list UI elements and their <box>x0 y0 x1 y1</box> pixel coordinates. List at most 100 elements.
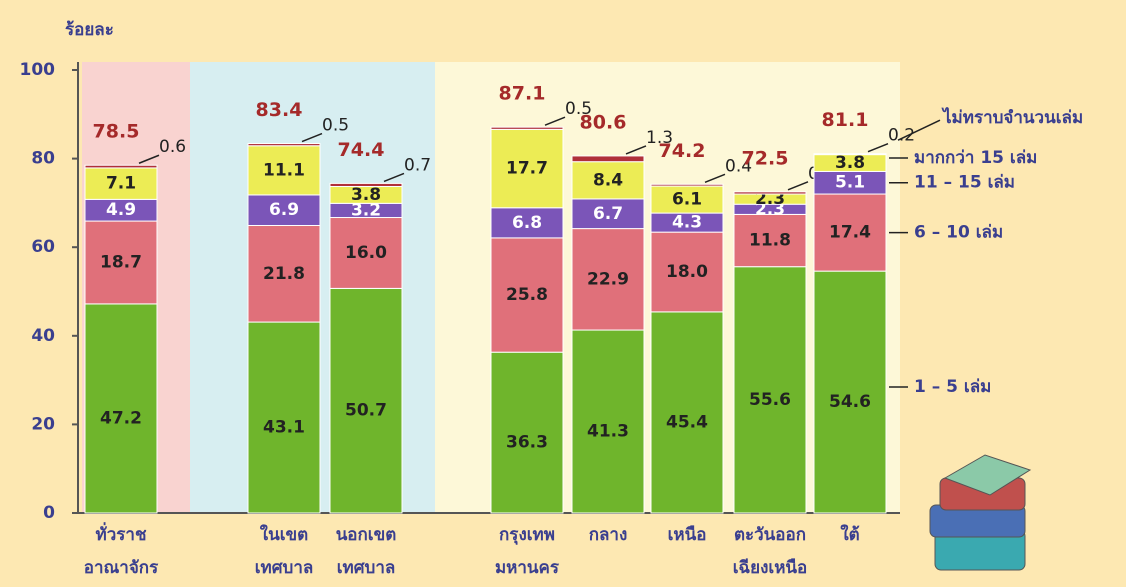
data-label: 41.3 <box>587 422 629 442</box>
total-label: 80.6 <box>580 111 627 133</box>
total-label: 83.4 <box>256 99 303 121</box>
leader <box>867 143 889 153</box>
bar-segment <box>733 191 807 195</box>
x-tick-label: เฉียงเหนือ <box>733 557 808 578</box>
legend-leader <box>897 119 941 141</box>
legend-label: 11 – 15 เล่ม <box>914 173 1015 193</box>
total-label: 72.5 <box>742 147 789 169</box>
bar-segment <box>813 153 887 156</box>
data-label: 43.1 <box>263 418 305 438</box>
legend-label: ไม่ทราบจำนวนเล่ม <box>941 107 1083 128</box>
data-label: 6.9 <box>269 200 299 220</box>
data-label: 4.3 <box>672 213 702 233</box>
bar-segment <box>650 231 724 313</box>
bar-segment <box>490 128 564 209</box>
bar-segment <box>813 270 887 514</box>
data-label: 4.9 <box>106 200 136 220</box>
x-tick-label: ทั่วราช <box>96 522 147 545</box>
data-label: 25.8 <box>506 285 548 305</box>
data-label: 17.4 <box>829 223 871 243</box>
x-tick-label: เทศบาล <box>255 558 314 578</box>
data-label: 50.7 <box>345 401 387 421</box>
y-tick-label: 20 <box>31 414 55 434</box>
data-label: 11.1 <box>263 160 305 180</box>
bar-segment <box>247 143 321 147</box>
bar-segment <box>84 220 158 305</box>
bar-segment <box>329 182 403 188</box>
data-label: 1.3 <box>646 128 673 148</box>
data-label: 3.8 <box>351 185 381 205</box>
leader <box>544 116 566 126</box>
books-icon <box>929 454 1032 571</box>
bar-segment <box>650 183 724 187</box>
x-tick-label: เทศบาล <box>337 558 396 578</box>
data-label: 0.2 <box>888 126 915 146</box>
data-label: 7.1 <box>106 174 136 194</box>
y-tick-label: 80 <box>31 149 55 169</box>
bar-segment <box>650 185 724 214</box>
data-label: 0.7 <box>404 155 431 175</box>
legend-label: มากกว่า 15 เล่ม <box>914 148 1037 168</box>
legend-label: 1 – 5 เล่ม <box>914 377 991 397</box>
data-label: 6.7 <box>593 204 623 224</box>
y-axis-label: ร้อยละ <box>65 20 114 40</box>
total-label: 78.5 <box>93 121 140 143</box>
data-label: 16.0 <box>345 243 387 263</box>
bar-segment <box>571 155 645 163</box>
bar-segment <box>490 207 564 239</box>
data-label: 17.7 <box>506 159 548 179</box>
x-tick-label: ตะวันออก <box>734 525 806 545</box>
data-label: 18.0 <box>666 262 708 282</box>
data-label: 55.6 <box>749 390 791 410</box>
data-label: 6.8 <box>512 213 542 233</box>
leader <box>787 181 809 191</box>
y-tick-label: 100 <box>20 60 56 80</box>
bar-segment <box>650 311 724 514</box>
data-label: 3.2 <box>351 200 381 220</box>
bar-segment <box>733 266 807 514</box>
x-tick-label: มหานคร <box>495 558 560 578</box>
total-label: 74.4 <box>338 139 385 161</box>
data-label: 11.8 <box>749 231 791 251</box>
data-label: 45.4 <box>666 412 708 432</box>
total-label: 81.1 <box>822 109 869 131</box>
bar-segment <box>733 213 807 268</box>
leader <box>138 154 160 164</box>
x-tick-label: อาณาจักร <box>84 558 159 578</box>
bar-segment <box>84 164 158 169</box>
x-tick-label: กลาง <box>589 525 628 545</box>
data-label: 18.7 <box>100 252 142 272</box>
data-label: 6.1 <box>672 190 702 210</box>
data-label: 54.6 <box>829 392 871 412</box>
x-tick-label: เหนือ <box>668 524 707 545</box>
bar-segment <box>247 321 321 514</box>
y-tick-label: 0 <box>43 503 55 523</box>
y-tick-label: 40 <box>31 326 55 346</box>
bar-segment <box>571 161 645 200</box>
data-label: 47.2 <box>100 408 142 428</box>
leader <box>625 145 647 155</box>
data-label: 0.5 <box>322 116 349 136</box>
data-label: 0.4 <box>725 156 752 176</box>
leader <box>383 172 405 183</box>
x-tick-label: ในเขต <box>260 524 308 545</box>
y-tick-label: 60 <box>31 237 55 257</box>
bar-segment <box>571 228 645 331</box>
leader <box>704 173 726 183</box>
data-label: 3.8 <box>835 153 865 173</box>
leader <box>301 132 323 143</box>
bar-segment <box>84 303 158 514</box>
data-label: 36.3 <box>506 433 548 453</box>
total-label: 74.2 <box>659 140 706 162</box>
data-label: 21.8 <box>263 264 305 284</box>
data-label: 8.4 <box>593 170 623 190</box>
x-tick-label: นอกเขต <box>336 525 397 545</box>
total-label: 87.1 <box>499 83 546 105</box>
bar-segment <box>84 167 158 200</box>
data-label: 5.1 <box>835 173 865 193</box>
x-tick-label: กรุงเทพ <box>499 525 555 545</box>
bar-segment <box>571 198 645 230</box>
legend-label: 6 – 10 เล่ม <box>914 223 1003 243</box>
bar-segment <box>571 329 645 514</box>
